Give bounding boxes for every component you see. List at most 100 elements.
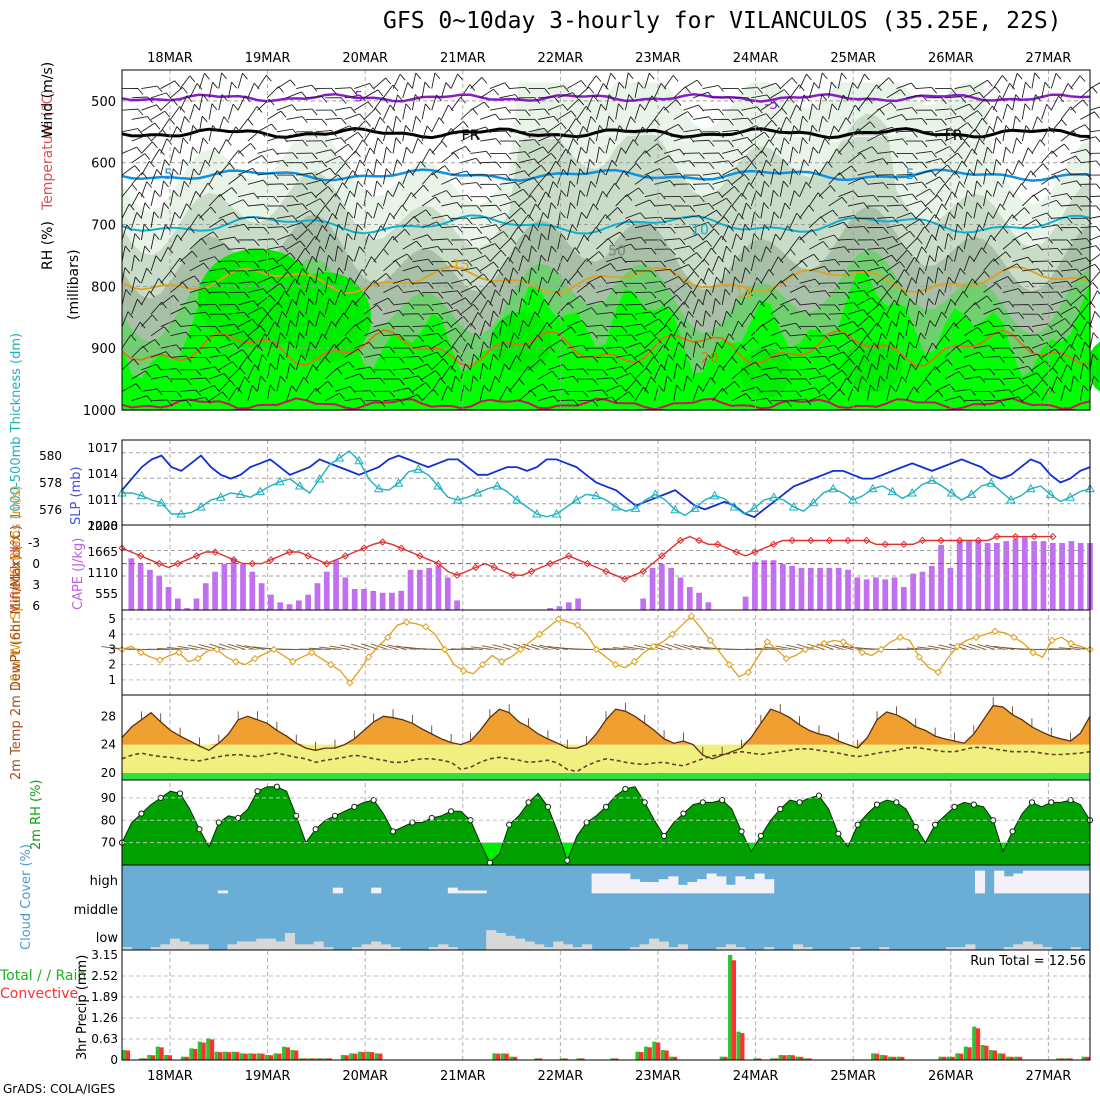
thickness-point [828, 483, 839, 493]
wind-barb [1070, 313, 1081, 327]
wind-barb-flag [751, 162, 758, 170]
wind-barb [983, 212, 989, 228]
wind-barb-flag [510, 237, 517, 245]
wind-barb-flag [577, 270, 584, 278]
wind-barb [741, 267, 746, 284]
wind-barb [547, 122, 562, 133]
wind-barb-flag [630, 243, 637, 251]
rh-point [215, 819, 222, 826]
wind-barb [199, 280, 216, 284]
low-cloud-bar [534, 944, 545, 950]
wind-barb [460, 84, 471, 99]
wind-barb [266, 384, 271, 401]
wind-barb-flag [379, 400, 386, 407]
wind-barb [1012, 384, 1028, 392]
thickness-point [314, 473, 325, 483]
wind-barb [1012, 183, 1022, 197]
wind-barb-flag [492, 332, 498, 339]
wind-barb [625, 360, 640, 371]
wind-barb [702, 289, 707, 306]
wind-barb-flag [195, 324, 202, 332]
wind-barb [615, 268, 632, 272]
precip-rain-bar [361, 1052, 366, 1060]
wind-barb [315, 310, 321, 327]
labels-layer: 18MAR18MAR19MAR19MAR20MAR20MAR21MAR21MAR… [147, 51, 1071, 1084]
wind-barb-flag [776, 390, 783, 398]
precip-total-bar [795, 1056, 800, 1060]
wind-barb [218, 212, 234, 219]
wind-barb-flag [996, 282, 1002, 290]
wind-barb-flag [445, 82, 452, 89]
thickness-point [373, 483, 384, 493]
wind-barb-flag [958, 371, 965, 378]
wind-barb [867, 266, 884, 272]
wind-barb [673, 342, 679, 358]
wind-barb [228, 126, 237, 142]
wind-barb [760, 159, 767, 176]
wind-barb-flag [722, 388, 728, 395]
wind-barb [237, 95, 246, 111]
wind-barb-flag [931, 109, 938, 117]
wind-barb-flag [532, 224, 539, 231]
wind-barb-flag [1034, 72, 1041, 80]
low-cloud-bar [371, 941, 382, 950]
wind-barb-flag [949, 212, 955, 219]
wind-barb-flag [805, 310, 811, 317]
wind-barb-flag [984, 271, 990, 278]
wind-barb-flag [1008, 301, 1015, 308]
wind-barb [547, 245, 552, 262]
wind-barb [499, 298, 504, 315]
wind-barb-flag [1076, 268, 1083, 276]
wind-barb-flag [571, 224, 578, 232]
wind-barb-flag [910, 363, 917, 371]
wind-barb-flag [269, 384, 276, 392]
wind-barb [809, 355, 826, 358]
wind-barb-flag [824, 335, 831, 343]
wind-barb-flag [211, 103, 218, 110]
wind-barb-flag [472, 375, 479, 382]
wind-barb [180, 324, 197, 327]
wind-barb-flag [223, 243, 230, 251]
wind10m-barb [503, 643, 521, 650]
wind-barb-flag [679, 196, 686, 203]
wind-barb [315, 333, 323, 349]
wind-barb-flag [534, 139, 541, 146]
wind-barb-flag [505, 174, 512, 181]
wind-barb-flag [239, 367, 246, 375]
wind-barb-flag [194, 103, 200, 111]
wind-barb [412, 234, 428, 241]
li-point [211, 548, 219, 556]
wind-barb [654, 180, 671, 185]
wind-barb [934, 383, 950, 392]
wind-barb [586, 324, 603, 327]
wind10m-barb [379, 643, 398, 650]
wind-speed-point [478, 660, 487, 669]
wind-barb-flag [350, 106, 357, 114]
wind-barb-flag [757, 87, 763, 94]
thickness-point [650, 489, 661, 498]
cape-bar [854, 577, 861, 610]
wind-barb-flag [773, 211, 780, 219]
rh-point [138, 810, 145, 817]
wind-barb [1079, 321, 1088, 337]
wind-barb [595, 83, 604, 99]
wind-barb-flag [234, 304, 241, 311]
wind-barb-flag [592, 378, 599, 386]
wind-barb-flag [534, 311, 541, 319]
wind-barb [421, 370, 436, 380]
wind-barb-flag [185, 355, 192, 363]
wind-barb [334, 106, 351, 111]
wind-barb-flag [764, 131, 770, 139]
cape-bar [426, 567, 433, 610]
thickness-point [848, 494, 858, 504]
wind-barb [382, 168, 387, 185]
wind-barb-flag [485, 236, 492, 244]
cape-bar [361, 588, 367, 610]
wind-barb [344, 323, 357, 337]
precip-rain-bar [950, 1056, 955, 1060]
wind-barb-flag [1015, 94, 1021, 101]
wind-barb-flag [453, 152, 460, 160]
low-cloud-bar [1042, 947, 1053, 950]
wind-barb-flag [783, 304, 790, 312]
